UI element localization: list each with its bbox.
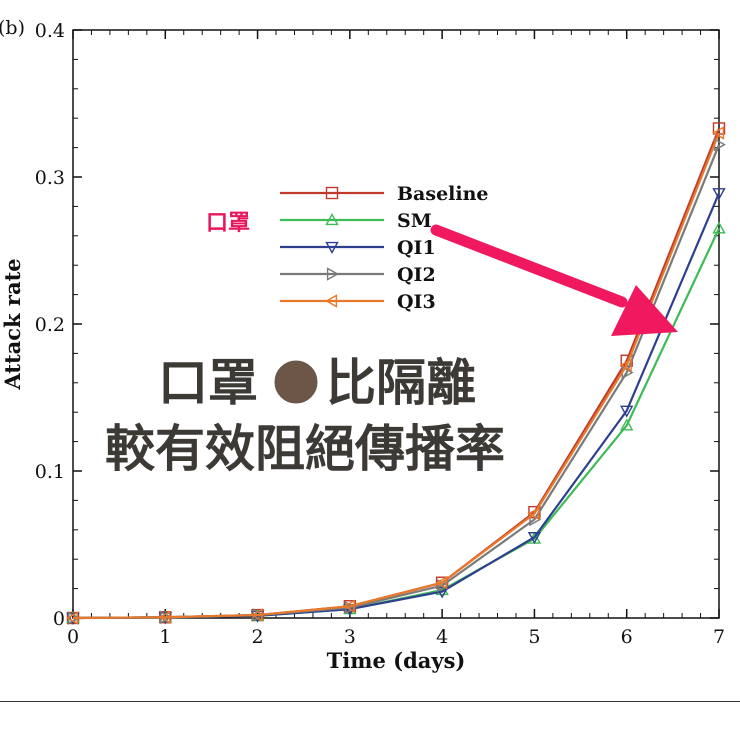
x-tick-label: 5 (528, 626, 540, 648)
mask-tag: 口罩 (206, 211, 250, 236)
bottom-divider (0, 701, 740, 702)
data-point-qi1 (527, 532, 542, 545)
arrow-shaft (430, 224, 628, 308)
legend-marker-sm (325, 213, 339, 226)
legend-label-qi2: QI2 (397, 264, 436, 286)
legend-label-qi3: QI3 (397, 291, 436, 313)
data-point-qi3 (435, 576, 448, 590)
x-tick-label: 1 (159, 626, 171, 648)
data-point-qi3 (158, 610, 171, 624)
data-point-sm (620, 418, 634, 431)
legend-marker-qi1 (325, 241, 339, 254)
arrow-annotation (430, 224, 678, 336)
overlay-text-line1-left: 口罩 (158, 354, 258, 412)
overlay-text-line1-right: 比隔離 (326, 354, 476, 412)
x-tick-label: 2 (252, 626, 264, 648)
brown-dot-icon (271, 357, 321, 407)
x-tick-label: 7 (713, 626, 725, 648)
y-tick-label: 0.2 (35, 314, 65, 336)
data-point-qi1 (435, 586, 449, 599)
data-point-qi3 (712, 126, 725, 140)
panel-label: (b) (0, 17, 25, 39)
legend-label-baseline: Baseline (397, 183, 489, 205)
y-tick-label: 0.3 (35, 167, 65, 189)
series-layer (66, 122, 726, 625)
x-tick-label: 4 (436, 626, 448, 648)
x-axis-title: Time (days) (327, 648, 466, 673)
series-line-qi3 (72, 132, 721, 620)
y-tick-label: 0.1 (35, 461, 65, 483)
data-point-qi3 (342, 599, 355, 613)
data-point-qi3 (527, 506, 540, 521)
legend-marker-qi2 (326, 267, 339, 281)
x-axis: 0 1 2 3 4 5 6 7 (67, 30, 725, 648)
x-tick-label: 3 (344, 626, 356, 648)
legend-label-sm: SM (397, 210, 432, 232)
data-point-qi3 (250, 608, 263, 622)
data-point-qi3 (66, 611, 79, 625)
legend: Baseline SM QI1 QI2 QI3 (280, 183, 489, 313)
data-point-qi3 (619, 358, 632, 372)
x-tick-label: 0 (67, 626, 79, 648)
y-axis-title: Attack rate (0, 258, 25, 390)
y-axis: 0 0.1 0.2 0.3 0.4 (35, 20, 719, 630)
legend-marker-qi3 (325, 294, 338, 308)
x-tick-label: 6 (621, 626, 633, 648)
data-point-sm (712, 221, 726, 234)
data-point-qi1 (620, 405, 634, 418)
legend-marker-baseline (325, 186, 339, 200)
y-tick-label: 0 (53, 608, 65, 630)
attack-rate-chart: (b) 0 0.1 0.2 0.3 0.4 0 1 2 3 4 5 6 7 Time (days) A… (0, 17, 726, 673)
data-point-qi1 (712, 188, 726, 201)
y-tick-label: 0.4 (35, 20, 65, 42)
arrow-head (611, 285, 678, 336)
legend-label-qi1: QI1 (397, 237, 436, 259)
overlay-text-line2: 較有效阻絕傳播率 (105, 420, 505, 478)
